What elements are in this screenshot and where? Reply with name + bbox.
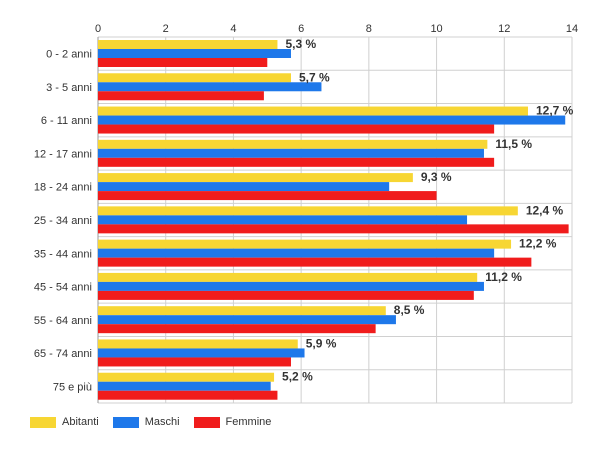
bar-femmine-9 <box>98 357 291 367</box>
bar-maschi-0 <box>98 49 291 58</box>
bar-abitanti-5 <box>98 206 518 216</box>
bar-maschi-9 <box>98 348 305 358</box>
bar-abitanti-4 <box>98 173 413 183</box>
data-label: 12,4 % <box>526 203 564 217</box>
y-tick-label: 55 - 64 anni <box>34 315 92 327</box>
bar-femmine-7 <box>98 290 474 300</box>
bar-femmine-10 <box>98 390 278 400</box>
bar-abitanti-3 <box>98 139 488 149</box>
bar-abitanti-2 <box>98 106 528 116</box>
bar-femmine-4 <box>98 191 437 201</box>
data-label: 8,5 % <box>394 303 425 317</box>
data-label: 5,9 % <box>306 336 337 350</box>
data-label: 5,3 % <box>285 37 316 51</box>
bar-maschi-4 <box>98 182 390 192</box>
y-tick-label: 45 - 54 anni <box>34 282 92 294</box>
legend-item-abitanti: Abitanti <box>30 416 99 428</box>
bar-maschi-5 <box>98 215 468 225</box>
x-tick-label: 6 <box>298 23 304 35</box>
bar-femmine-6 <box>98 257 532 267</box>
bar-maschi-10 <box>98 381 271 391</box>
bar-abitanti-1 <box>98 73 291 83</box>
bar-femmine-8 <box>98 324 376 334</box>
data-label: 12,7 % <box>536 104 574 118</box>
legend-label: Abitanti <box>62 416 99 428</box>
legend-swatch <box>30 416 56 428</box>
y-tick-label: 18 - 24 anni <box>34 182 92 194</box>
x-tick-label: 14 <box>566 23 578 35</box>
data-label: 11,2 % <box>485 270 522 284</box>
y-tick-label: 75 e più <box>53 381 92 393</box>
bar-abitanti-7 <box>98 272 478 282</box>
legend-item-femmine: Femmine <box>193 416 272 428</box>
bar-femmine-3 <box>98 157 495 167</box>
data-label: 9,3 % <box>421 170 452 184</box>
bar-femmine-0 <box>98 58 268 67</box>
y-tick-label: 6 - 11 anni <box>41 115 92 127</box>
bar-abitanti-8 <box>98 306 386 316</box>
bar-femmine-1 <box>98 91 264 101</box>
x-tick-label: 0 <box>95 23 101 35</box>
bar-femmine-2 <box>98 124 495 134</box>
chart-legend: Abitanti Maschi Femmine <box>30 416 271 428</box>
x-tick-label: 2 <box>163 23 169 35</box>
y-tick-label: 3 - 5 anni <box>46 82 92 94</box>
bar-maschi-6 <box>98 248 495 258</box>
y-tick-label: 12 - 17 anni <box>34 148 92 160</box>
x-tick-label: 8 <box>366 23 372 35</box>
bar-maschi-1 <box>98 82 322 92</box>
bar-abitanti-10 <box>98 372 275 382</box>
y-tick-label: 35 - 44 anni <box>34 248 92 260</box>
bar-maschi-8 <box>98 315 396 325</box>
bar-abitanti-0 <box>98 40 278 49</box>
x-tick-label: 4 <box>230 23 236 35</box>
legend-label: Femmine <box>225 416 272 428</box>
data-label: 12,2 % <box>519 237 557 251</box>
x-tick-label: 10 <box>430 23 442 35</box>
legend-swatch <box>112 416 139 428</box>
legend-item-maschi: Maschi <box>112 416 180 428</box>
bar-femmine-5 <box>98 224 569 234</box>
y-tick-label: 65 - 74 anni <box>34 348 92 360</box>
x-tick-label: 12 <box>498 23 510 35</box>
bar-abitanti-6 <box>98 239 512 249</box>
bar-maschi-2 <box>98 115 566 125</box>
bar-maschi-7 <box>98 281 484 291</box>
bar-abitanti-9 <box>98 339 298 349</box>
data-label: 5,7 % <box>299 70 330 84</box>
data-label: 5,2 % <box>282 370 313 384</box>
data-label: 11,5 % <box>495 137 532 151</box>
y-tick-label: 25 - 34 anni <box>34 215 92 227</box>
y-tick-label: 0 - 2 anni <box>46 49 92 61</box>
legend-swatch <box>193 416 220 428</box>
legend-label: Maschi <box>144 416 180 428</box>
bar-maschi-3 <box>98 148 484 158</box>
